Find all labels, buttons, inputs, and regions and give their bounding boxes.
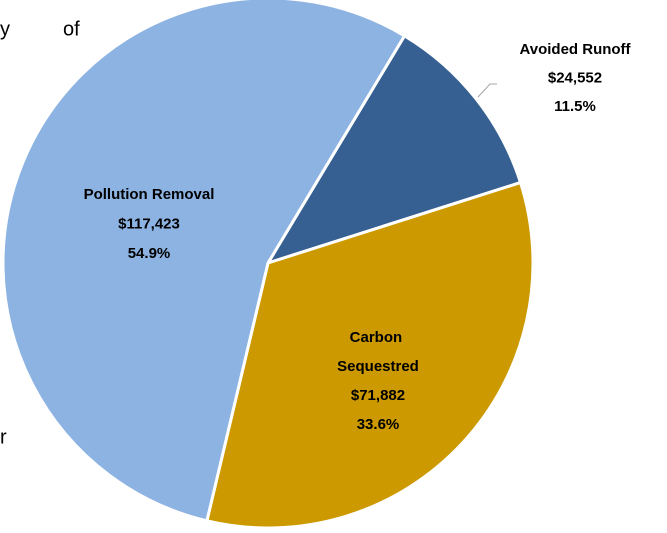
leader-line [477,83,497,98]
pie-slice [264,33,523,266]
slice-label-name: Carbon Sequestred [337,329,419,375]
slice-label-percent: 54.9% [128,245,171,262]
slice-label-percent: 33.6% [357,416,400,433]
background-text: y [0,18,10,40]
slice-label-name: Avoided Runoff [519,41,631,58]
slice-label-percent: 11.5% [554,98,596,115]
background-text: of [63,18,80,40]
slice-label-name: Pollution Removal [84,186,215,203]
slice-label-value: $24,552 [548,69,602,86]
slice-label-value: $71,882 [351,387,405,404]
slice-label-value: $117,423 [118,215,180,232]
pie-slice [205,180,535,530]
pie-slice [1,0,407,523]
background-text: r [0,426,7,448]
